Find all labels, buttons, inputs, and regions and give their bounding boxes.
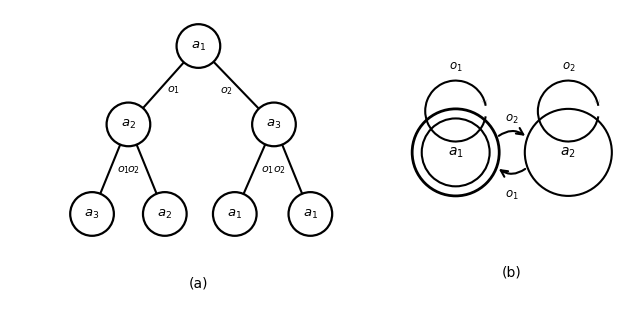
Circle shape [70, 192, 114, 236]
Text: $o_2$: $o_2$ [561, 61, 575, 74]
Text: $o_1$: $o_1$ [167, 84, 180, 96]
Circle shape [525, 109, 612, 196]
Text: $a_1$: $a_1$ [303, 207, 318, 220]
Circle shape [289, 192, 332, 236]
Circle shape [213, 192, 257, 236]
Text: $o_2$: $o_2$ [273, 164, 285, 176]
Circle shape [412, 109, 499, 196]
Text: $o_1$: $o_1$ [505, 189, 519, 202]
Text: $a_3$: $a_3$ [266, 118, 282, 131]
Text: $o_1$: $o_1$ [116, 164, 130, 176]
Text: (a): (a) [189, 277, 208, 291]
Text: $o_2$: $o_2$ [127, 164, 140, 176]
Circle shape [252, 103, 296, 146]
Text: $a_1$: $a_1$ [191, 39, 206, 53]
Text: $o_1$: $o_1$ [449, 61, 463, 74]
Text: $o_2$: $o_2$ [220, 85, 232, 97]
Circle shape [107, 103, 150, 146]
Text: (b): (b) [502, 266, 522, 280]
Text: $a_1$: $a_1$ [448, 145, 463, 160]
Text: $o_2$: $o_2$ [505, 113, 519, 126]
Circle shape [422, 118, 490, 186]
Text: $a_1$: $a_1$ [227, 207, 243, 220]
Circle shape [177, 24, 220, 68]
Circle shape [143, 192, 187, 236]
Text: $a_2$: $a_2$ [157, 207, 172, 220]
Text: $a_2$: $a_2$ [561, 145, 576, 160]
Text: $o_1$: $o_1$ [260, 165, 274, 177]
Text: $a_2$: $a_2$ [121, 118, 136, 131]
Text: $a_3$: $a_3$ [84, 207, 100, 220]
